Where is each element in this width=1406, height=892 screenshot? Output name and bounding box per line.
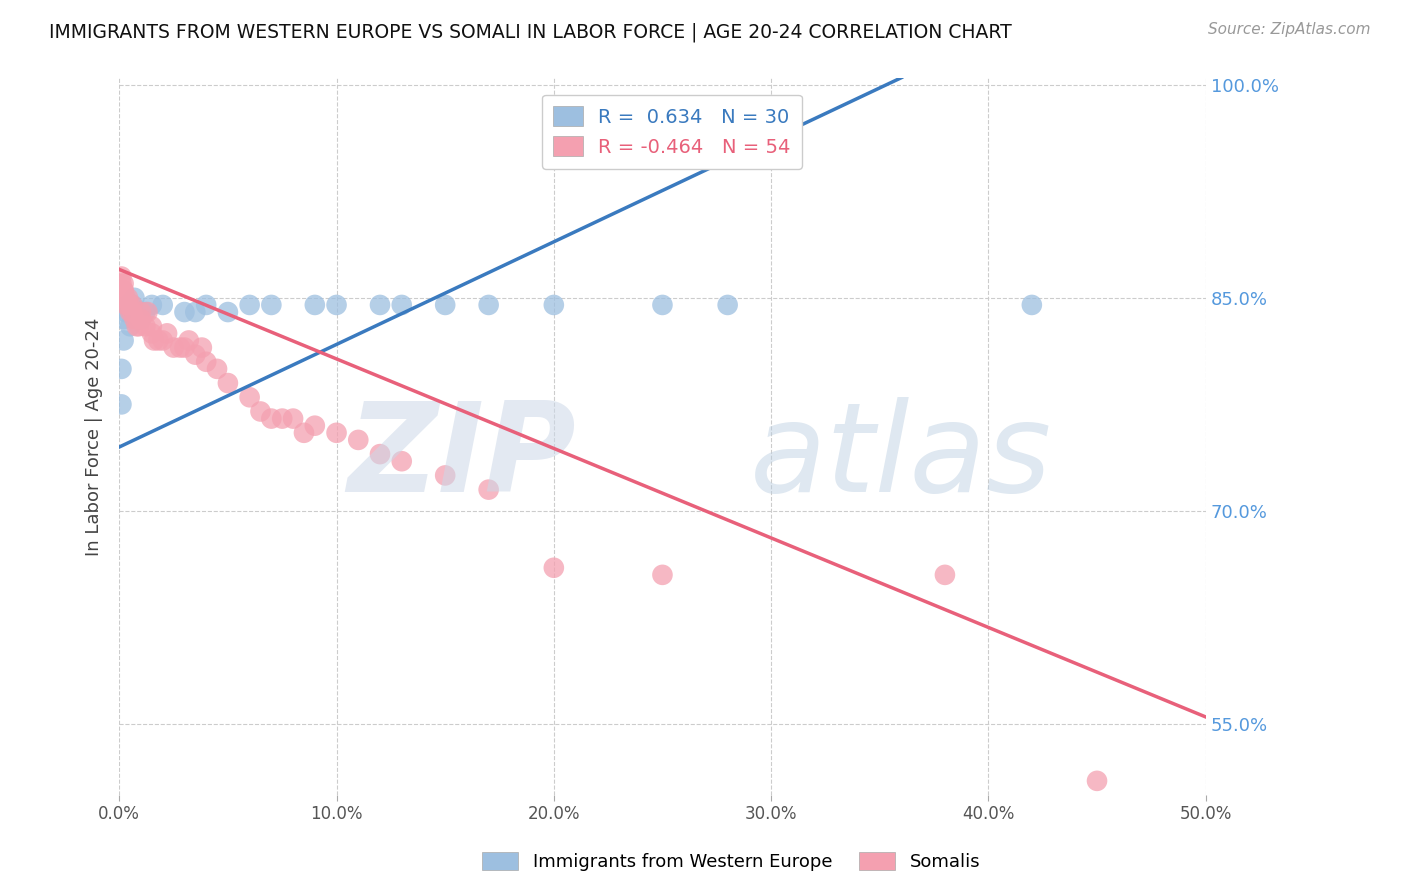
Point xyxy=(136,305,159,319)
Point xyxy=(129,312,152,326)
Point xyxy=(121,298,143,312)
Point xyxy=(121,305,143,319)
Point xyxy=(112,284,135,298)
Point xyxy=(141,326,163,341)
Point xyxy=(112,334,135,348)
Point xyxy=(368,298,391,312)
Point xyxy=(128,319,150,334)
Point xyxy=(124,291,146,305)
Point xyxy=(184,348,207,362)
Point xyxy=(260,298,283,312)
Point xyxy=(110,362,132,376)
Point xyxy=(217,305,239,319)
Point xyxy=(543,298,565,312)
Point xyxy=(125,319,148,334)
Point xyxy=(112,312,135,326)
Text: Source: ZipAtlas.com: Source: ZipAtlas.com xyxy=(1208,22,1371,37)
Point xyxy=(195,298,218,312)
Point xyxy=(141,319,163,334)
Point xyxy=(125,305,148,319)
Point xyxy=(184,305,207,319)
Text: atlas: atlas xyxy=(749,397,1052,518)
Point xyxy=(934,567,956,582)
Point xyxy=(651,298,673,312)
Point xyxy=(152,298,174,312)
Point xyxy=(110,291,132,305)
Point xyxy=(110,397,132,411)
Point xyxy=(143,334,166,348)
Point xyxy=(304,298,326,312)
Point xyxy=(271,411,294,425)
Point xyxy=(347,433,370,447)
Point xyxy=(120,298,142,312)
Point xyxy=(114,298,136,312)
Point xyxy=(120,305,142,319)
Point xyxy=(217,376,239,390)
Point xyxy=(124,312,146,326)
Point xyxy=(191,341,214,355)
Point xyxy=(114,305,136,319)
Point xyxy=(281,411,304,425)
Point xyxy=(129,312,152,326)
Point xyxy=(205,362,228,376)
Point xyxy=(478,483,501,497)
Point xyxy=(391,454,413,468)
Point xyxy=(434,298,457,312)
Point xyxy=(117,291,139,305)
Point xyxy=(173,305,195,319)
Point xyxy=(141,298,163,312)
Point xyxy=(717,298,740,312)
Point xyxy=(543,561,565,575)
Point xyxy=(120,319,142,334)
Point xyxy=(249,404,271,418)
Point xyxy=(110,277,132,291)
Text: ZIP: ZIP xyxy=(347,397,575,518)
Point xyxy=(177,334,200,348)
Point xyxy=(162,341,184,355)
Point xyxy=(239,298,262,312)
Point xyxy=(173,341,195,355)
Point xyxy=(1021,298,1043,312)
Point xyxy=(121,298,143,312)
Point xyxy=(134,305,156,319)
Point xyxy=(325,298,347,312)
Point xyxy=(148,334,170,348)
Legend: Immigrants from Western Europe, Somalis: Immigrants from Western Europe, Somalis xyxy=(475,845,987,879)
Point xyxy=(169,341,191,355)
Point xyxy=(114,291,136,305)
Point xyxy=(110,269,132,284)
Point xyxy=(325,425,347,440)
Point xyxy=(292,425,315,440)
Point xyxy=(117,298,139,312)
Point xyxy=(1085,773,1108,788)
Y-axis label: In Labor Force | Age 20-24: In Labor Force | Age 20-24 xyxy=(86,318,103,556)
Point xyxy=(260,411,283,425)
Point xyxy=(156,326,179,341)
Point xyxy=(129,305,152,319)
Point xyxy=(391,298,413,312)
Point xyxy=(117,298,139,312)
Point xyxy=(434,468,457,483)
Point xyxy=(134,319,156,334)
Point xyxy=(152,334,174,348)
Point xyxy=(478,298,501,312)
Legend: R =  0.634   N = 30, R = -0.464   N = 54: R = 0.634 N = 30, R = -0.464 N = 54 xyxy=(541,95,803,169)
Point xyxy=(651,567,673,582)
Point xyxy=(112,277,135,291)
Point xyxy=(112,284,135,298)
Point xyxy=(368,447,391,461)
Point xyxy=(110,284,132,298)
Point xyxy=(239,390,262,404)
Point xyxy=(304,418,326,433)
Text: IMMIGRANTS FROM WESTERN EUROPE VS SOMALI IN LABOR FORCE | AGE 20-24 CORRELATION : IMMIGRANTS FROM WESTERN EUROPE VS SOMALI… xyxy=(49,22,1012,42)
Point xyxy=(195,355,218,369)
